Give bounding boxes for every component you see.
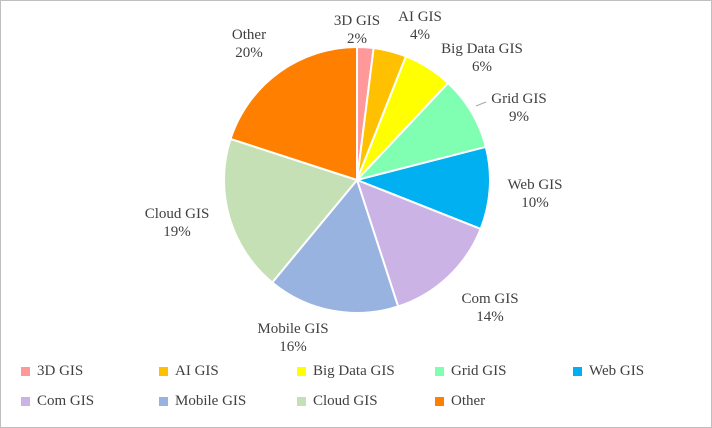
slice-label-name: Big Data GIS: [441, 41, 523, 57]
legend-label: AI GIS: [175, 362, 219, 379]
slice-label-name: 3D GIS: [334, 13, 380, 29]
legend-label: Cloud GIS: [313, 392, 378, 409]
legend-label: Grid GIS: [451, 362, 507, 379]
slice-label-value: 20%: [235, 45, 263, 61]
legend-item: Grid GIS: [431, 361, 569, 381]
slice-label-value: 10%: [521, 195, 549, 211]
slice-label-name: Web GIS: [507, 177, 562, 193]
legend-swatch: [297, 366, 306, 376]
legend-label: 3D GIS: [37, 362, 84, 379]
slice-label-value: 16%: [279, 339, 307, 355]
legend-item: Web GIS: [569, 361, 707, 381]
legend-item: Cloud GIS: [293, 391, 431, 411]
slice-label-value: 6%: [472, 59, 492, 75]
legend-item: 3D GIS: [17, 361, 155, 381]
legend-item: Big Data GIS: [293, 361, 431, 381]
legend-label: Mobile GIS: [175, 392, 247, 409]
legend-swatch: [573, 366, 582, 376]
leader-line: [475, 101, 487, 107]
pie-slice-cloud-gis: [223, 137, 359, 284]
legend-swatch: [159, 396, 168, 406]
legend-swatch: [435, 366, 444, 376]
slice-label-name: Cloud GIS: [145, 206, 210, 222]
slice-label-value: 2%: [347, 31, 367, 47]
legend-item: AI GIS: [155, 361, 293, 381]
legend-swatch: [21, 366, 30, 376]
chart-legend: 3D GIS AI GIS Big Data GIS Grid GIS Web GIS C…: [17, 361, 707, 411]
legend-label: Big Data GIS: [313, 362, 395, 379]
slice-label-value: 14%: [476, 309, 504, 325]
legend-swatch: [297, 396, 306, 406]
slice-label-name: AI GIS: [398, 9, 442, 25]
pie-slice-other: [229, 45, 358, 182]
slice-label-value: 19%: [163, 224, 191, 240]
legend-label: Com GIS: [37, 392, 95, 409]
slice-label-name: Grid GIS: [491, 91, 546, 107]
slice-label-name: Mobile GIS: [257, 321, 328, 337]
slice-label-value: 9%: [509, 109, 529, 125]
legend-item: Mobile GIS: [155, 391, 293, 411]
legend-swatch: [21, 396, 30, 406]
legend-swatch: [435, 396, 444, 406]
pie-chart: 3D GIS 2% AI GIS 4% Big Data GIS 6% Grid GIS 9%…: [145, 9, 563, 355]
pie-slice-web-gis: [353, 145, 491, 231]
legend-item: Com GIS: [17, 391, 155, 411]
legend-label: Other: [451, 392, 486, 409]
slice-label-value: 4%: [410, 27, 430, 43]
legend-swatch: [159, 366, 168, 376]
slice-label-name: Other: [232, 27, 266, 43]
legend-item: Other: [431, 391, 569, 411]
slice-label-name: Com GIS: [461, 291, 518, 307]
pie-slice-mobile-gis: [270, 177, 400, 314]
legend-label: Web GIS: [589, 362, 645, 379]
